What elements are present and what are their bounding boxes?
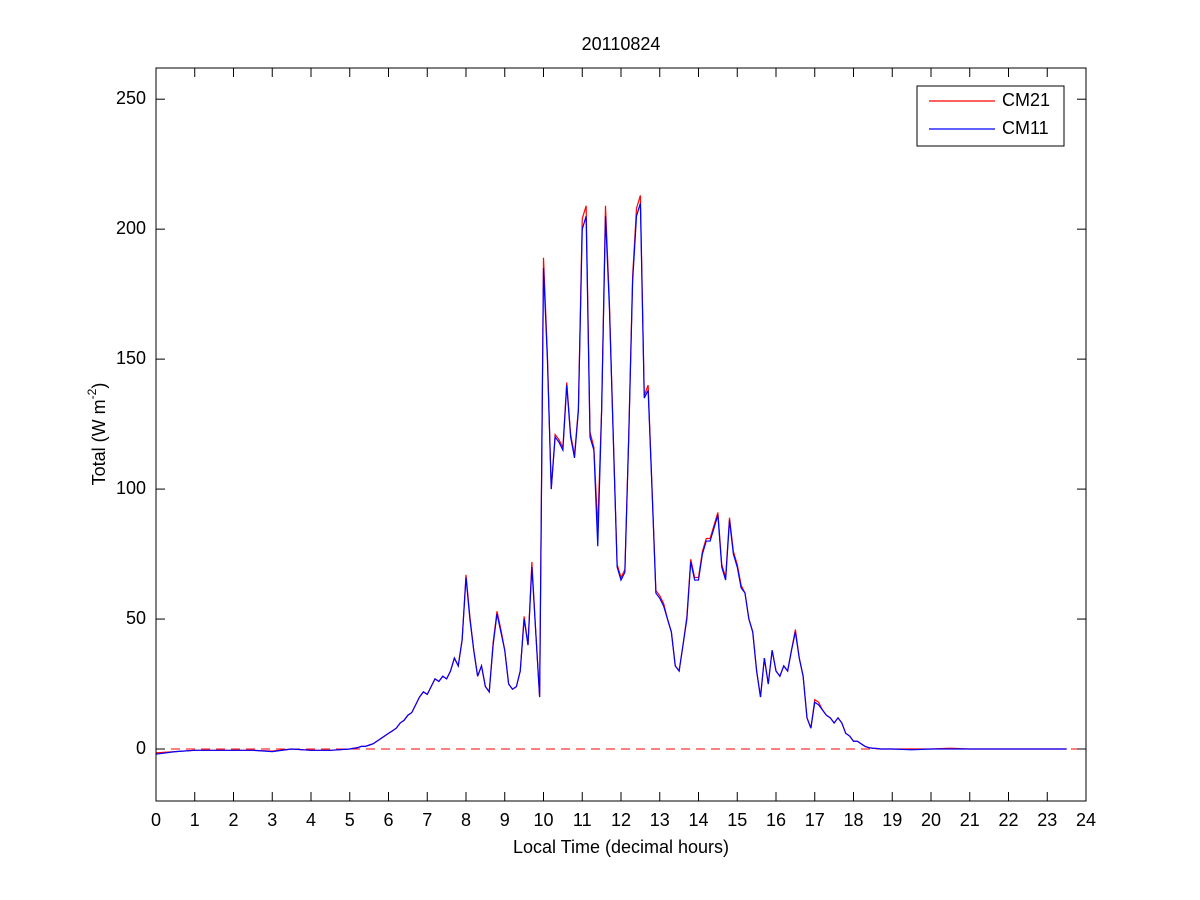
x-tick-label: 5 [345, 810, 355, 830]
x-tick-label: 17 [805, 810, 825, 830]
y-tick-label: 0 [136, 738, 146, 758]
x-tick-label: 24 [1076, 810, 1096, 830]
x-tick-label: 6 [383, 810, 393, 830]
x-tick-label: 13 [650, 810, 670, 830]
x-tick-label: 3 [267, 810, 277, 830]
x-tick-label: 14 [688, 810, 708, 830]
y-label-text: Total (W m [89, 399, 109, 485]
x-tick-label: 11 [573, 810, 592, 830]
x-tick-label: 18 [843, 810, 863, 830]
x-tick-label: 19 [882, 810, 902, 830]
y-tick-label: 50 [126, 608, 146, 628]
x-tick-label: 2 [228, 810, 238, 830]
chart-title: 20110824 [582, 34, 661, 54]
y-tick-label: 200 [116, 218, 146, 238]
legend-label: CM21 [1002, 90, 1050, 110]
y-tick-label: 100 [116, 478, 146, 498]
x-tick-label: 9 [500, 810, 510, 830]
x-tick-label: 22 [998, 810, 1018, 830]
y-tick-label: 250 [116, 88, 146, 108]
x-tick-label: 0 [151, 810, 161, 830]
x-tick-label: 20 [921, 810, 941, 830]
x-tick-label: 10 [533, 810, 553, 830]
x-axis-label: Local Time (decimal hours) [513, 837, 729, 857]
x-tick-label: 4 [306, 810, 316, 830]
x-tick-label: 15 [727, 810, 747, 830]
y-axis-label: Total (W m-2) [85, 383, 109, 486]
x-tick-label: 8 [461, 810, 471, 830]
legend-label: CM11 [1002, 118, 1049, 138]
y-label-suffix: ) [89, 383, 109, 389]
x-tick-label: 12 [611, 810, 631, 830]
data-line [155, 202, 1067, 755]
y-tick-label: 150 [116, 348, 146, 368]
x-tick-label: 1 [190, 810, 200, 830]
x-tick-label: 23 [1037, 810, 1057, 830]
y-label-superscript: -2 [85, 388, 99, 399]
legend-box [916, 85, 1065, 147]
x-tick-label: 7 [422, 810, 432, 830]
x-tick-label: 16 [766, 810, 786, 830]
x-tick-label: 21 [960, 810, 980, 830]
